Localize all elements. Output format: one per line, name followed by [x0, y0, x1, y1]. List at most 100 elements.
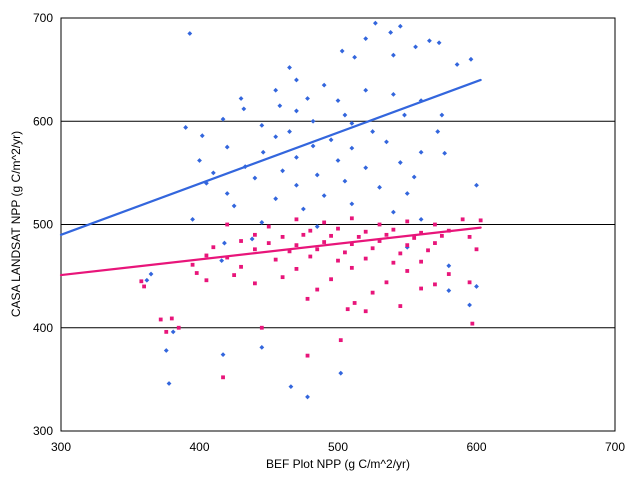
- series-1-point-79: [446, 263, 452, 269]
- series-2-point-12: [336, 226, 340, 231]
- series-1-point-86: [166, 381, 172, 386]
- series-2-point-83: [221, 375, 225, 380]
- series-2-point-10: [478, 218, 483, 223]
- series-1-point-87: [220, 352, 226, 357]
- x-axis-tick-labels: 300 400 500 600 700: [51, 440, 625, 454]
- series-1-point-34: [183, 125, 189, 130]
- series-1-point-70: [300, 206, 306, 212]
- series-2-point-29: [322, 240, 327, 244]
- series-1-point-17: [273, 87, 279, 93]
- series-1-point-32: [349, 120, 355, 126]
- series-1-point-59: [342, 178, 348, 184]
- data-points: [139, 20, 483, 400]
- series-1-point-22: [335, 98, 341, 103]
- series-1-point-29: [439, 112, 445, 118]
- series-2-trendline: [59, 226, 482, 277]
- series-1-point-80: [474, 284, 479, 289]
- x-tick-label-600: 600: [466, 440, 486, 454]
- series-1-point-81: [219, 258, 225, 264]
- series-1-point-63: [474, 182, 479, 188]
- series-2-point-28: [294, 243, 299, 248]
- series-1-point-93: [467, 302, 472, 308]
- series-2-point-8: [433, 222, 437, 227]
- series-1-point-57: [411, 174, 417, 180]
- series-2-point-53: [294, 266, 299, 271]
- series-1-point-40: [328, 137, 334, 143]
- series-1-point-88: [259, 344, 265, 350]
- series-2-point-35: [253, 247, 257, 252]
- series-1-point-72: [190, 216, 195, 222]
- series-1-point-6: [427, 38, 432, 44]
- series-1-point-33: [259, 122, 265, 128]
- series-1-point-42: [310, 143, 316, 149]
- series-2-point-75: [139, 279, 144, 284]
- series-1-point-84: [170, 329, 176, 335]
- series-1-point-36: [370, 129, 376, 134]
- series-1-point-39: [273, 134, 279, 140]
- series-2-point-15: [419, 230, 423, 235]
- series-1-point-64: [224, 191, 230, 196]
- series-1-point-54: [280, 168, 285, 174]
- series-2-point-3: [294, 217, 299, 222]
- y-axis-tick-labels: 300 400 500 600 700: [33, 11, 53, 438]
- series-2-point-26: [239, 239, 243, 243]
- series-2-points: [139, 216, 483, 380]
- series-1-point-91: [338, 370, 344, 376]
- series-2-point-84: [470, 321, 475, 326]
- series-1-point-85: [163, 348, 169, 353]
- series-2-point-17: [253, 232, 257, 237]
- series-2-point-37: [315, 247, 320, 252]
- series-1-point-46: [418, 149, 424, 155]
- y-tick-label-600: 600: [33, 114, 53, 128]
- series-1-point-11: [352, 54, 358, 60]
- series-1-points: [144, 20, 479, 400]
- series-1-point-71: [391, 209, 396, 215]
- series-2-point-32: [405, 243, 410, 248]
- series-2-point-80: [259, 325, 264, 330]
- series-1-point-20: [305, 96, 310, 101]
- series-1-point-56: [314, 172, 320, 178]
- series-1-point-77: [222, 240, 227, 246]
- series-1-point-12: [468, 56, 474, 62]
- series-1-point-10: [391, 52, 396, 58]
- series-2-point-24: [439, 233, 444, 238]
- series-2-point-76: [158, 317, 163, 322]
- series-2-point-46: [308, 254, 313, 259]
- x-tick-label-400: 400: [189, 440, 209, 454]
- series-1-point-14: [287, 65, 292, 70]
- series-1-point-13: [454, 62, 460, 67]
- series-2-point-39: [370, 246, 375, 251]
- series-2-point-27: [266, 241, 271, 245]
- series-2-point-77: [169, 316, 174, 321]
- series-2-point-54: [349, 265, 354, 270]
- series-2-point-82: [338, 338, 343, 343]
- x-tick-label-500: 500: [328, 440, 348, 454]
- series-1-point-38: [199, 133, 205, 139]
- series-1-point-7: [436, 40, 442, 46]
- series-1-point-61: [294, 182, 299, 188]
- series-2-point-7: [405, 219, 410, 224]
- series-1-point-25: [241, 106, 247, 112]
- series-2-point-9: [460, 217, 465, 222]
- series-1-point-31: [310, 118, 316, 124]
- series-2-point-49: [391, 260, 396, 265]
- series-2-point-59: [280, 275, 285, 280]
- series-2-point-52: [239, 264, 243, 269]
- series-2-point-69: [305, 296, 310, 301]
- series-1-trendline: [59, 78, 482, 236]
- series-2-point-33: [433, 241, 437, 245]
- series-1-point-75: [314, 224, 320, 229]
- series-1-point-5: [363, 36, 369, 42]
- series-2-point-72: [345, 307, 350, 312]
- series-2-point-70: [352, 301, 357, 305]
- series-2-point-19: [301, 232, 306, 237]
- series-2-point-56: [446, 272, 451, 276]
- series-2-point-6: [377, 222, 382, 227]
- y-tick-label-400: 400: [33, 321, 53, 335]
- series-2-point-30: [349, 242, 354, 247]
- series-2-point-43: [204, 253, 209, 258]
- series-2-point-48: [363, 256, 368, 261]
- series-1-point-26: [294, 108, 299, 114]
- series-1-point-89: [288, 384, 294, 390]
- series-2-point-36: [287, 249, 292, 254]
